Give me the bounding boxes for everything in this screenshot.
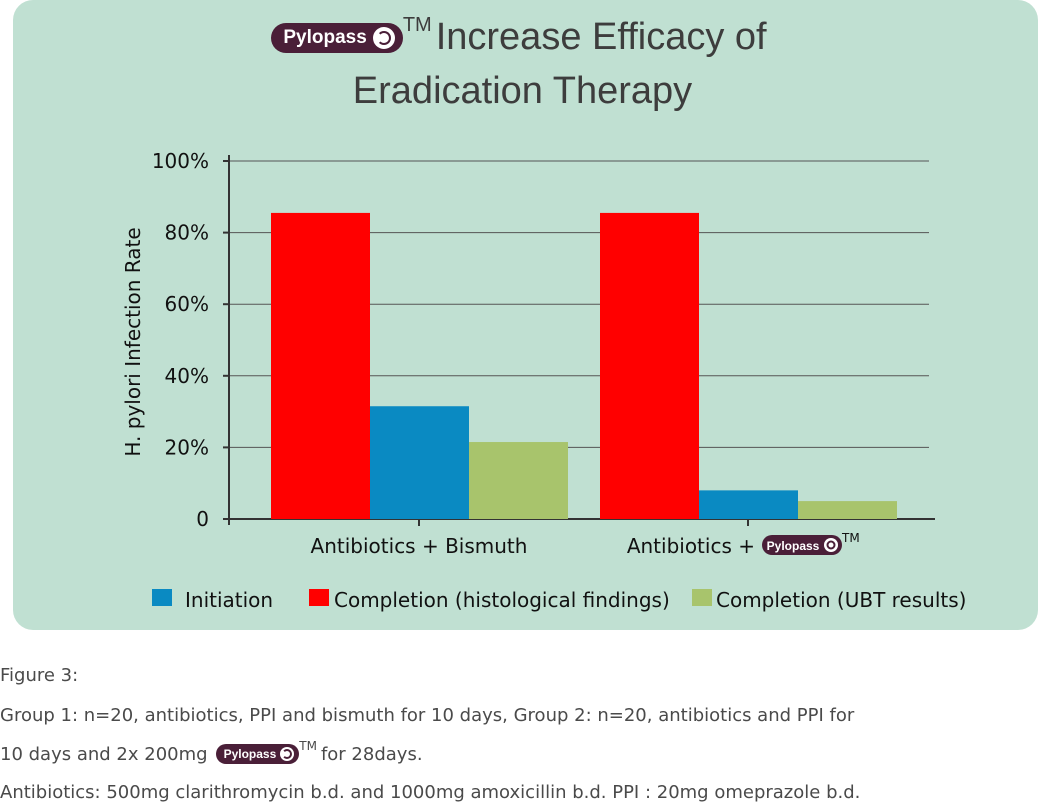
- logo-text: Pylopass: [283, 27, 367, 48]
- logo-text: Pylopass: [223, 747, 277, 761]
- swirl-icon: [372, 27, 395, 49]
- bar: [699, 490, 798, 519]
- y-tick-label: 80%: [165, 221, 209, 245]
- legend-swatch: [309, 589, 329, 606]
- y-tick-label: 60%: [165, 292, 209, 316]
- chart-title-line2: Eradication Therapy: [352, 70, 693, 112]
- legend-label: Completion (histological findings): [334, 588, 670, 612]
- x-tick-label: Antibiotics + Bismuth: [311, 534, 528, 558]
- logo-text: Pylopass: [767, 539, 820, 553]
- x-tick-label: Antibiotics +: [627, 534, 755, 558]
- caption-line-3: 10 days and 2x 200mg Pylopass TM for 28days…: [0, 739, 423, 765]
- swirl-icon: [280, 747, 295, 761]
- bar: [798, 501, 897, 519]
- y-tick-label: 40%: [165, 364, 209, 388]
- caption-line-3-post: for 28days.: [320, 744, 423, 765]
- caption-line-3-pre: 10 days and 2x 200mg: [0, 744, 208, 765]
- y-tick-label: 20%: [165, 435, 209, 459]
- bar: [469, 442, 568, 519]
- pylopass-logo: Pylopass: [271, 23, 403, 53]
- title-text: Increase Efficacy of: [435, 16, 767, 58]
- caption-line-4: Antibiotics: 500mg clarithromycin b.d. a…: [0, 782, 861, 803]
- y-axis-label: H. pylori Infection Rate: [121, 227, 145, 456]
- bar: [271, 212, 370, 519]
- trademark: TM: [402, 14, 432, 36]
- trademark: TM: [299, 739, 317, 753]
- legend-swatch: [152, 589, 172, 606]
- caption-line-1: Figure 3:: [0, 665, 79, 686]
- swirl-icon: [824, 538, 838, 552]
- bar: [600, 212, 699, 519]
- legend-swatch: [692, 589, 712, 606]
- pylopass-logo-small: [762, 535, 842, 555]
- y-tick-label: 0: [196, 507, 209, 531]
- chart-panel: [13, 0, 1038, 630]
- bar: [370, 406, 469, 519]
- y-tick-label: 100%: [152, 149, 209, 173]
- pylopass-logo-small: Pylopass: [215, 744, 300, 764]
- bar-chart: 0 20% 40% 60% 80% 100% H. pylori Infection Rat…: [121, 149, 966, 612]
- caption-line-2: Group 1: n=20, antibiotics, PPI and bism…: [0, 705, 855, 726]
- trademark: TM: [841, 531, 860, 545]
- chart-title-line1: Pylopass TM Increase Efficacy of: [0, 14, 1038, 59]
- legend-label: Initiation: [185, 588, 273, 612]
- swirl-inner: [826, 540, 836, 550]
- legend-label: Completion (UBT results): [716, 588, 966, 612]
